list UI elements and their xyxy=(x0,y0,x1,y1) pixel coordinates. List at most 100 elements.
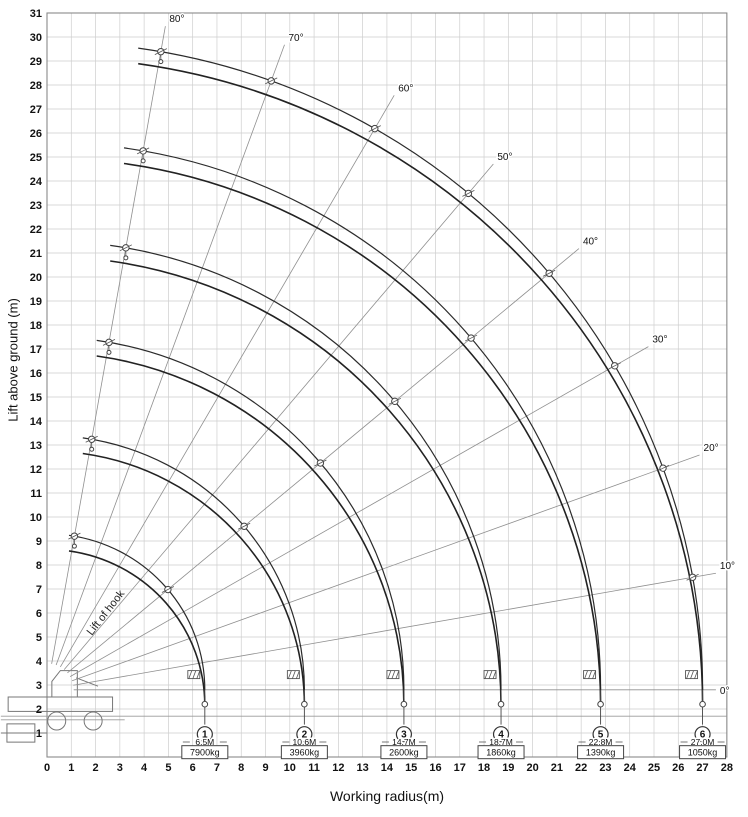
x-tick-label: 5 xyxy=(165,762,171,774)
angle-label: 80° xyxy=(169,14,184,25)
boom-head-icon xyxy=(462,190,475,197)
y-tick-label: 25 xyxy=(30,152,42,164)
x-tick-label: 19 xyxy=(502,762,514,774)
y-tick-label: 22 xyxy=(30,224,42,236)
y-tick-label: 12 xyxy=(30,464,42,476)
y-tick-label: 24 xyxy=(30,176,43,188)
boom-number-circle xyxy=(395,726,413,743)
winch-icon xyxy=(192,670,197,679)
boom-tip-arc xyxy=(82,437,305,690)
winch-icon xyxy=(386,670,400,680)
x-tick-label: 25 xyxy=(648,762,660,774)
boom-number-circle xyxy=(694,726,711,743)
winch-icon xyxy=(685,670,699,680)
angle-line xyxy=(63,163,494,670)
y-tick-label: 10 xyxy=(30,512,42,524)
boom-head-icon xyxy=(608,362,621,370)
y-tick-label: 19 xyxy=(30,296,42,308)
boom-tip-arc xyxy=(138,47,704,690)
winch-icon xyxy=(387,670,392,679)
boom-number-circle xyxy=(296,726,313,743)
x-tick-label: 1 xyxy=(68,762,74,774)
boom-head-icon xyxy=(85,435,98,443)
truck-cab xyxy=(51,670,78,698)
boom-number-circle xyxy=(592,726,609,743)
y-tick-label: 1 xyxy=(36,728,42,740)
boom-number: 6 xyxy=(700,730,706,741)
boom-tip-arc xyxy=(110,244,502,690)
winch-icon xyxy=(694,670,698,679)
boom-head-icon xyxy=(388,397,401,405)
angle-line xyxy=(55,44,285,666)
boom-capacity-label: 3960kg xyxy=(290,748,320,758)
boom-capacity-label: 1860kg xyxy=(486,748,516,758)
angle-line xyxy=(73,572,716,686)
angle-line xyxy=(69,346,649,677)
x-tick-label: 18 xyxy=(478,762,490,774)
y-tick-label: 14 xyxy=(30,416,43,428)
y-tick-label: 18 xyxy=(30,320,42,332)
x-tick-label: 6 xyxy=(190,762,196,774)
x-tick-label: 11 xyxy=(308,762,320,774)
hook-icon xyxy=(158,59,164,65)
x-tick-label: 28 xyxy=(721,762,733,774)
winch-icon xyxy=(483,670,497,680)
hook-icon xyxy=(400,700,408,708)
y-tick-label: 21 xyxy=(30,248,42,260)
x-tick-label: 14 xyxy=(381,762,394,774)
truck-wheel xyxy=(47,711,67,731)
winch-icon xyxy=(592,670,596,679)
boom-capacity-label: 1390kg xyxy=(586,748,616,758)
x-tick-label: 20 xyxy=(526,762,538,774)
y-tick-label: 2 xyxy=(36,704,42,716)
grid xyxy=(46,12,728,758)
boom-capacity-label: 7900kg xyxy=(190,748,220,758)
winch-icon xyxy=(287,670,292,679)
boom-number-circle xyxy=(196,726,213,743)
capacity-box xyxy=(280,745,328,760)
y-axis-title: Lift above ground (m) xyxy=(5,298,21,422)
winch-icon xyxy=(291,670,296,679)
x-tick-label: 7 xyxy=(214,762,220,774)
y-tick-label: 5 xyxy=(36,632,42,644)
capacity-box xyxy=(477,745,525,760)
boom-number: 2 xyxy=(302,730,308,741)
x-tick-label: 8 xyxy=(238,762,244,774)
x-tick-label: 15 xyxy=(405,762,417,774)
winch-icon xyxy=(286,670,300,680)
angle-label: 60° xyxy=(398,83,413,94)
truck-wheel xyxy=(83,711,103,731)
hook-lift-arc xyxy=(82,452,306,706)
angle-label: 50° xyxy=(497,152,512,163)
y-axis-ticks: 1234567891011121314151617181920212223242… xyxy=(30,8,43,740)
hook-icon xyxy=(123,255,129,261)
y-tick-label: 28 xyxy=(30,80,42,92)
boom-number: 4 xyxy=(498,730,504,741)
angle-line xyxy=(71,454,700,682)
hook-icon xyxy=(699,700,706,708)
boom-head-icon xyxy=(154,48,168,56)
y-tick-label: 15 xyxy=(30,392,42,404)
y-tick-label: 16 xyxy=(30,368,42,380)
winch-icon xyxy=(690,670,694,679)
winch-icon xyxy=(196,670,201,679)
y-tick-label: 23 xyxy=(30,200,42,212)
boom-head-icon xyxy=(368,125,381,132)
boom-angle-lines: 0° 10° 20° 30° 40° 50° 60° 70° 80° xyxy=(51,13,737,698)
winch-icon xyxy=(187,670,201,680)
winch-icon xyxy=(584,670,588,679)
x-tick-label: 12 xyxy=(332,762,344,774)
boom-head-icon xyxy=(656,464,670,472)
x-tick-label: 4 xyxy=(141,762,148,774)
boom-tip-arc xyxy=(96,339,405,690)
capacity-box xyxy=(577,745,625,760)
boom-number: 5 xyxy=(598,730,604,741)
boom-length-arcs xyxy=(68,47,704,706)
winch-icon xyxy=(492,670,497,679)
y-tick-label: 30 xyxy=(30,32,42,44)
y-tick-label: 11 xyxy=(30,488,42,500)
angle-label: 30° xyxy=(652,335,667,346)
x-tick-label: 16 xyxy=(429,762,441,774)
boom-head-icon xyxy=(464,334,478,342)
